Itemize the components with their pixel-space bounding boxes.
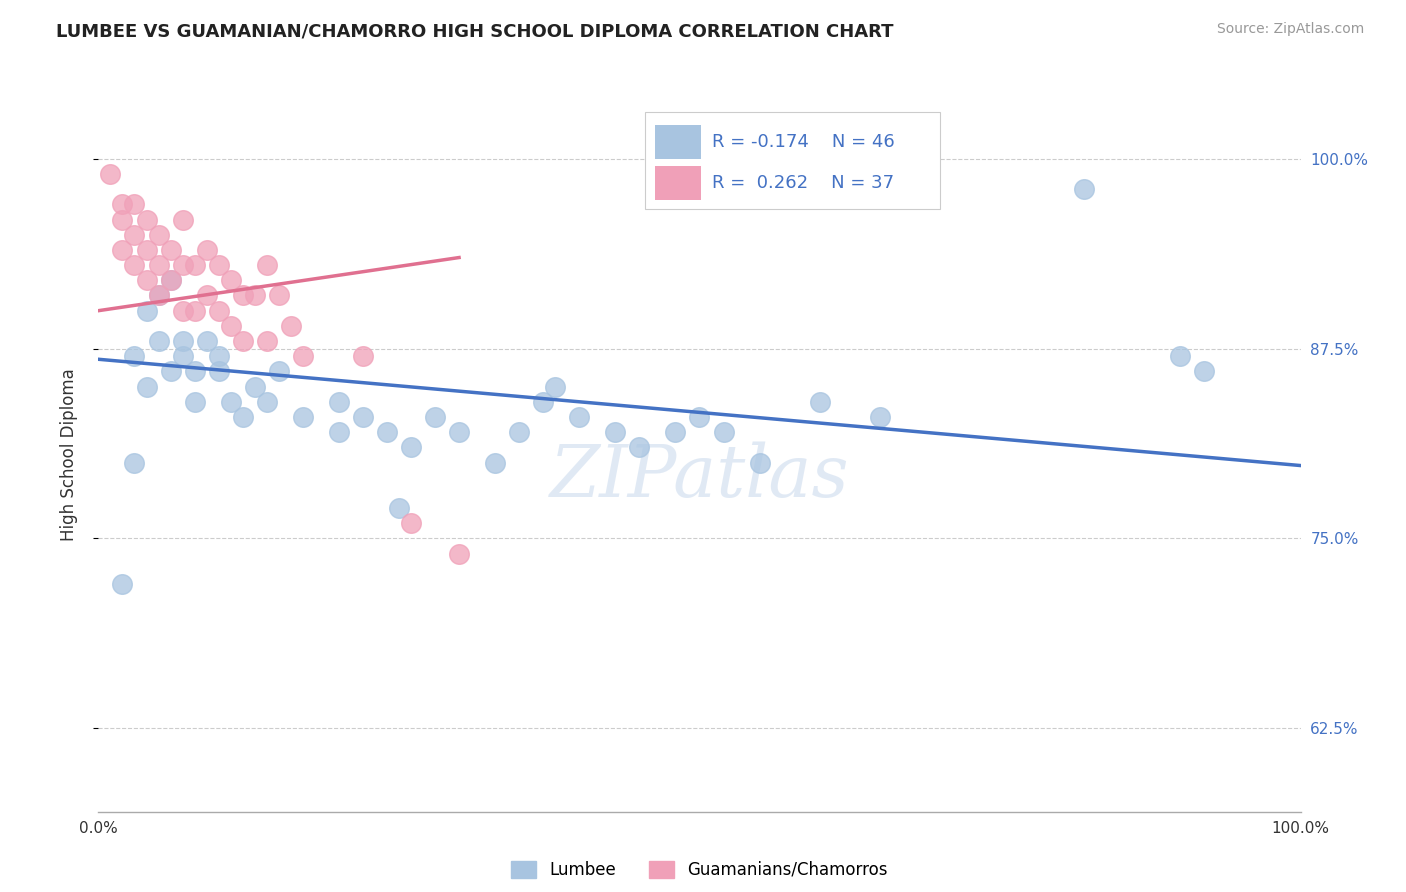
Point bbox=[423, 409, 446, 424]
Point bbox=[208, 303, 231, 318]
Point bbox=[256, 258, 278, 272]
Point bbox=[256, 394, 278, 409]
Point bbox=[713, 425, 735, 439]
FancyBboxPatch shape bbox=[645, 112, 939, 209]
Point bbox=[159, 364, 181, 378]
Point bbox=[232, 409, 254, 424]
Point bbox=[195, 243, 218, 257]
Point bbox=[135, 303, 157, 318]
Point bbox=[605, 425, 627, 439]
Text: LUMBEE VS GUAMANIAN/CHAMORRO HIGH SCHOOL DIPLOMA CORRELATION CHART: LUMBEE VS GUAMANIAN/CHAMORRO HIGH SCHOOL… bbox=[56, 22, 894, 40]
Point bbox=[531, 394, 554, 409]
Point bbox=[352, 409, 374, 424]
Point bbox=[291, 409, 314, 424]
Point bbox=[183, 258, 205, 272]
Point bbox=[124, 197, 146, 211]
Bar bbox=[655, 166, 700, 200]
Point bbox=[172, 334, 194, 348]
Point bbox=[1194, 364, 1216, 378]
Point bbox=[689, 409, 711, 424]
Point bbox=[172, 258, 194, 272]
Point bbox=[148, 227, 170, 242]
Point bbox=[148, 288, 170, 302]
Text: R =  0.262    N = 37: R = 0.262 N = 37 bbox=[711, 174, 894, 192]
Point bbox=[195, 334, 218, 348]
Point bbox=[111, 212, 134, 227]
Point bbox=[808, 394, 831, 409]
Point bbox=[280, 318, 302, 333]
Point bbox=[1170, 349, 1192, 363]
Point bbox=[375, 425, 398, 439]
Point bbox=[544, 379, 567, 393]
Point bbox=[135, 243, 157, 257]
Text: Source: ZipAtlas.com: Source: ZipAtlas.com bbox=[1216, 22, 1364, 37]
Point bbox=[628, 440, 651, 454]
Point bbox=[352, 349, 374, 363]
Point bbox=[159, 243, 181, 257]
Point bbox=[232, 334, 254, 348]
Point bbox=[447, 547, 470, 561]
Point bbox=[111, 243, 134, 257]
Point bbox=[100, 167, 122, 181]
Point bbox=[219, 394, 242, 409]
Point bbox=[219, 318, 242, 333]
Point bbox=[568, 409, 591, 424]
Point bbox=[172, 212, 194, 227]
Point bbox=[148, 288, 170, 302]
Text: ZIPatlas: ZIPatlas bbox=[550, 441, 849, 512]
Point bbox=[388, 501, 411, 516]
Point bbox=[208, 364, 231, 378]
Point bbox=[124, 258, 146, 272]
Point bbox=[328, 394, 350, 409]
Point bbox=[159, 273, 181, 287]
Point bbox=[399, 440, 422, 454]
Point bbox=[159, 273, 181, 287]
Point bbox=[172, 303, 194, 318]
Point bbox=[124, 349, 146, 363]
Text: R = -0.174    N = 46: R = -0.174 N = 46 bbox=[711, 133, 894, 151]
Point bbox=[183, 303, 205, 318]
Point bbox=[148, 258, 170, 272]
Point bbox=[208, 258, 231, 272]
Point bbox=[664, 425, 686, 439]
Point bbox=[484, 456, 506, 470]
Point bbox=[183, 364, 205, 378]
Point bbox=[1073, 182, 1095, 196]
Point bbox=[124, 227, 146, 242]
Point bbox=[748, 456, 770, 470]
Point bbox=[399, 516, 422, 531]
Point bbox=[267, 364, 290, 378]
Point bbox=[232, 288, 254, 302]
Point bbox=[328, 425, 350, 439]
Point bbox=[148, 334, 170, 348]
Point bbox=[219, 273, 242, 287]
Point bbox=[172, 349, 194, 363]
Point bbox=[111, 577, 134, 591]
Bar bbox=[655, 125, 700, 159]
Point bbox=[508, 425, 530, 439]
Point bbox=[291, 349, 314, 363]
Point bbox=[111, 197, 134, 211]
Point bbox=[135, 212, 157, 227]
Point bbox=[447, 425, 470, 439]
Point bbox=[256, 334, 278, 348]
Point bbox=[869, 409, 891, 424]
Y-axis label: High School Diploma: High School Diploma bbox=[59, 368, 77, 541]
Point bbox=[243, 379, 266, 393]
Point bbox=[124, 456, 146, 470]
Point bbox=[267, 288, 290, 302]
Point bbox=[208, 349, 231, 363]
Point bbox=[183, 394, 205, 409]
Point bbox=[195, 288, 218, 302]
Legend: Lumbee, Guamanians/Chamorros: Lumbee, Guamanians/Chamorros bbox=[505, 854, 894, 886]
Point bbox=[243, 288, 266, 302]
Point bbox=[135, 273, 157, 287]
Point bbox=[135, 379, 157, 393]
